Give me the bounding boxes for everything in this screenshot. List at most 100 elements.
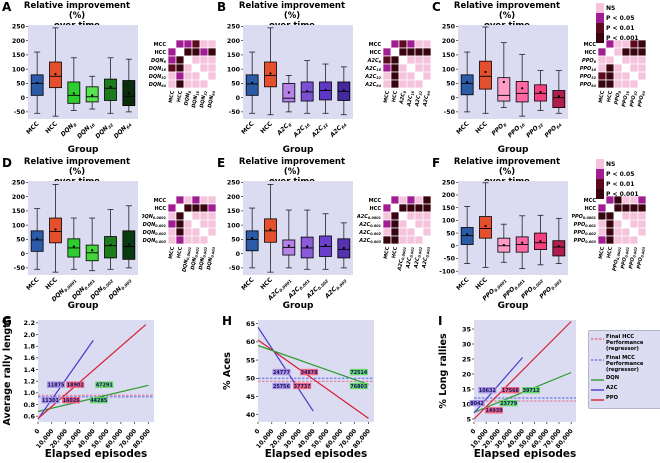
heatmap-cell (207, 211, 216, 221)
line-legend-swatch (591, 399, 604, 402)
heatmap-cell (637, 47, 646, 57)
heatmap-cell (629, 71, 639, 81)
heatmap-cell (167, 79, 177, 89)
y-tick-label: 20 (462, 370, 472, 378)
heatmap-row-label: A2C64 (364, 82, 381, 88)
heatmap-row-label: DQN0.0001 (142, 214, 166, 220)
y-tick-label: 100 (442, 66, 456, 73)
heatmap-cell (605, 235, 615, 245)
heatmap-cell (398, 211, 408, 221)
panel-A: A Relative improvement (%)over time -50 0… (2, 0, 216, 159)
heatmap-cell (629, 227, 639, 237)
mean-marker (502, 80, 505, 84)
heatmap-cell (406, 227, 416, 237)
plot-area (28, 181, 138, 275)
mean-marker (109, 243, 112, 247)
boxplot-C: -50 0 50 100 150 200 250 MCC HCC PPO8 PPO16 PPO32 PP… (442, 24, 568, 155)
heatmap-col-label: HCC (606, 246, 614, 259)
heatmap-cell (629, 235, 639, 245)
mean-marker (484, 70, 487, 74)
box-MCC (245, 230, 259, 252)
heatmap-cell (191, 55, 201, 65)
panel-H: H 40 45 50 55 60 65 0 10,000 20,000 30,000 40,000 5… (222, 314, 386, 461)
heatmap-cell (406, 55, 416, 65)
heatmap-cell (382, 211, 392, 221)
heatmap-cell (605, 211, 615, 221)
heatmap-col-label: DQN32 (199, 90, 208, 109)
panel-F: F Relative improvement (%)over time -100… (432, 156, 646, 315)
heatmap-cell (637, 79, 646, 89)
heatmap-row-label: PPO32 (580, 74, 597, 80)
y-tick-label: 200 (12, 194, 26, 201)
mean-marker (466, 233, 469, 236)
y-tick-label: 55 (246, 356, 256, 364)
heatmap-cell (613, 55, 623, 65)
crossing-annotation: 25756 (273, 384, 291, 390)
heatmap-col-label: A2C0.002 (413, 246, 423, 270)
box-MCC (460, 74, 474, 96)
heatmap-col-label: PPO0.0001 (612, 246, 622, 271)
y-tick-label: 200 (227, 194, 241, 201)
crossing-annotation: 11875 (47, 383, 65, 389)
heatmap-cell (207, 219, 216, 229)
crossing-annotation: 76803 (350, 384, 368, 390)
heatmap-row-label: DQN32 (149, 74, 167, 80)
crossing-annotation: 37737 (294, 384, 312, 390)
heatmap-cell (199, 47, 209, 57)
heatmap-cell (390, 235, 400, 245)
linechart-I: 5101520253035010,00020,00030,00040,00050… (438, 320, 576, 460)
heatmap-cell (414, 39, 424, 49)
y-tick-label: 5 (466, 415, 471, 423)
pvalue-legend-item: NS (596, 159, 658, 169)
y-tick-label: 250 (12, 180, 26, 187)
linechart-H: 404550556065010,00020,00030,00040,00050,… (222, 320, 374, 460)
y-tick-label: -100 (439, 268, 455, 275)
y-tick-label: 0 (21, 251, 26, 258)
heatmap-row-label: PPO0.003 (574, 238, 597, 244)
heatmap-cell (191, 235, 201, 245)
y-tick-label: 150 (12, 52, 26, 59)
mean-marker (342, 246, 345, 250)
heatmap-cell (199, 227, 209, 237)
y-tick-label: -50 (229, 265, 241, 272)
heatmap-cell (629, 219, 639, 229)
crossing-annotation: 8042 (470, 401, 484, 407)
heatmap-cell (597, 227, 607, 237)
heatmap-row-label: DQN8 (151, 58, 167, 64)
pvalue-swatch (596, 23, 604, 33)
heatmap-cell (414, 55, 424, 65)
x-tick-label: MCC (25, 120, 41, 136)
crossing-annotation-box (499, 399, 518, 407)
mean-marker (557, 95, 560, 98)
plot-area (458, 181, 568, 275)
heatmap-cell (191, 63, 201, 73)
y-tick-label: 15 (462, 385, 472, 393)
heatmap-cell (605, 219, 615, 229)
heatmap-col-label: MCC (598, 246, 606, 259)
heatmap-cell (406, 219, 416, 229)
heatmap-F: MCCHCCPPO0.0001PPO0.001PPO0.002PPO0.003M… (572, 195, 646, 272)
heatmap-cell (605, 55, 615, 65)
mean-marker (324, 243, 327, 247)
y-tick-label: 150 (227, 52, 241, 59)
plot-area (243, 181, 353, 275)
crossing-annotation-box (89, 396, 108, 404)
y-tick-label: 250 (442, 179, 456, 186)
pvalue-swatch (596, 33, 604, 43)
heatmap-col-label: PPO0.001 (620, 246, 630, 269)
y-tick-label: -50 (444, 256, 456, 263)
heatmap-row-label: PPO16 (580, 66, 597, 72)
x-tick-label: 0 (33, 428, 41, 436)
y-tick-label: 50 (231, 237, 240, 244)
pvalue-label: P < 0.05 (606, 170, 635, 178)
panel-title-E: Relative improvement (%)over time (238, 157, 346, 186)
heatmap-cell (199, 79, 209, 89)
heatmap-cell (183, 195, 193, 205)
pvalue-legend-item: P < 0.001 (596, 33, 658, 43)
heatmap-cell (621, 203, 631, 213)
heatmap-cell (175, 55, 185, 65)
crossing-annotation-box (62, 396, 81, 404)
heatmap-cell (390, 219, 400, 229)
heatmap-row-label: MCC (154, 198, 167, 204)
panel-letter-H: H (222, 314, 233, 328)
